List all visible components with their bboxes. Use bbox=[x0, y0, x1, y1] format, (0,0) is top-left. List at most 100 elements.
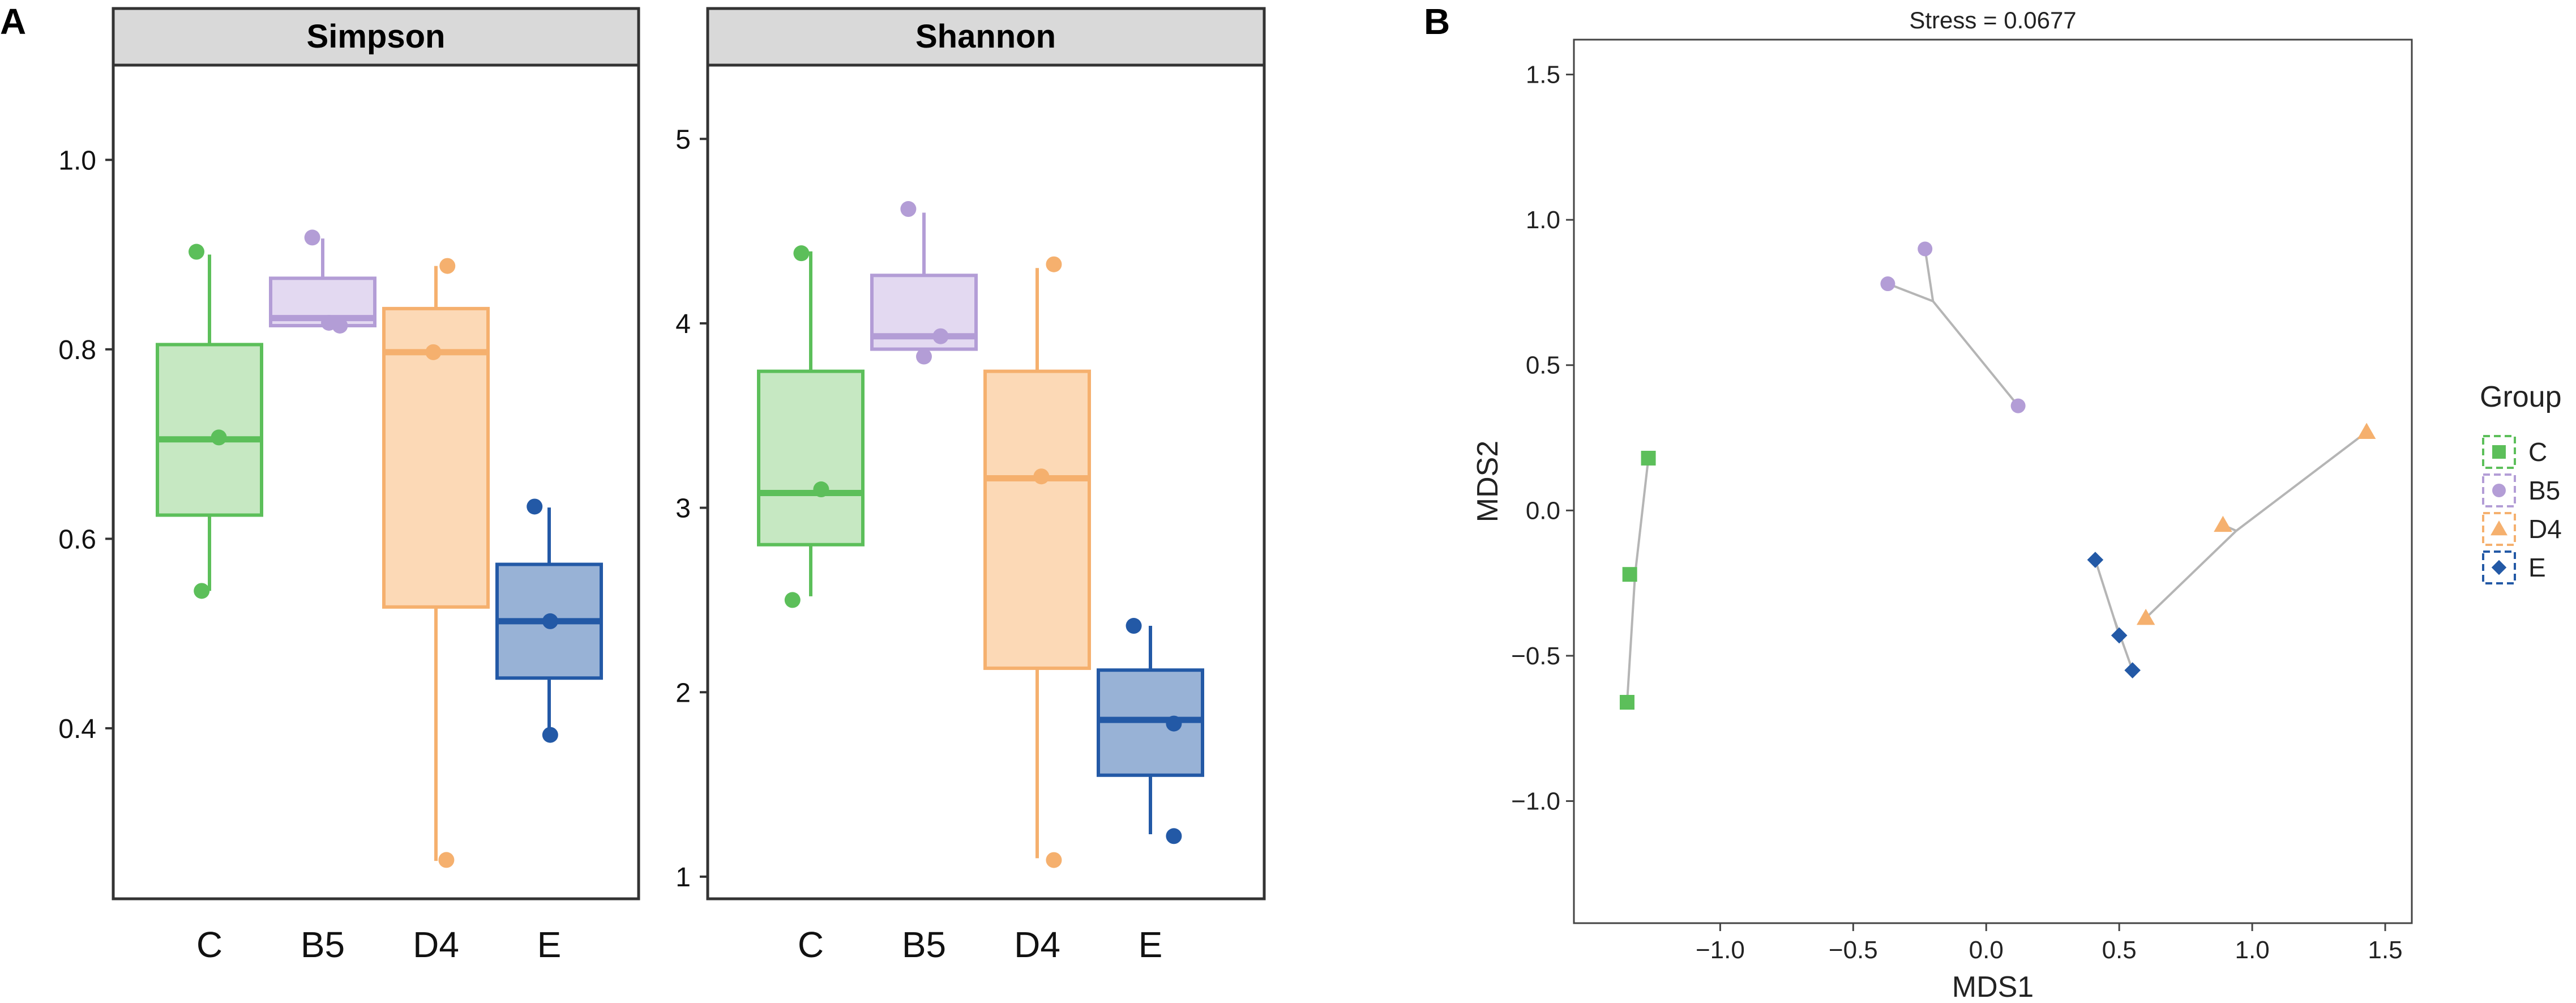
legend-marker-E bbox=[2491, 560, 2507, 575]
data-point bbox=[189, 244, 204, 260]
simpson-box-B5 bbox=[269, 229, 376, 334]
simpson-x-tick-label: E bbox=[537, 924, 562, 965]
shannon-boxes bbox=[757, 201, 1204, 868]
nmds-y-tick-label: 0.5 bbox=[1526, 352, 1560, 379]
nmds-point-C bbox=[1619, 695, 1634, 710]
legend-entry-E: E bbox=[2482, 550, 2546, 584]
legend-marker-C bbox=[2492, 445, 2506, 459]
nmds-point-B5 bbox=[1880, 276, 1895, 292]
data-point bbox=[900, 201, 917, 217]
shannon-strip bbox=[706, 7, 1266, 67]
simpson-y-axis: 0.4 0.6 0.8 1.0 bbox=[58, 146, 113, 744]
simpson-box-E bbox=[495, 498, 603, 743]
stress-label: Stress = 0.0677 bbox=[1909, 7, 2076, 33]
simpson-x-tick-label: C bbox=[196, 924, 222, 965]
panel-b-label: B bbox=[1424, 1, 1450, 42]
simpson-y-tick-label: 0.8 bbox=[58, 335, 96, 365]
data-point bbox=[793, 245, 810, 262]
data-point bbox=[194, 583, 210, 599]
data-point bbox=[1033, 468, 1050, 485]
spider-line-C bbox=[1625, 574, 1637, 703]
shannon-y-tick-label: 4 bbox=[675, 309, 691, 339]
nmds-y-tick-label: 1.5 bbox=[1526, 61, 1560, 89]
spider-line-C bbox=[1634, 458, 1650, 575]
nmds-point-E bbox=[2087, 552, 2104, 568]
data-point bbox=[1126, 618, 1142, 634]
shannon-strip-title: Shannon bbox=[915, 18, 1056, 55]
spider-line-D4 bbox=[2145, 530, 2237, 619]
spider-line-B5 bbox=[1887, 283, 1934, 302]
shannon-box-E bbox=[1097, 618, 1204, 844]
legend-label: E bbox=[2528, 553, 2546, 582]
simpson-strip bbox=[112, 7, 640, 67]
spider-line-B5 bbox=[1932, 300, 2019, 407]
simpson-x-axis: C B5 D4 E bbox=[196, 924, 561, 965]
nmds-x-axis: −1.0 −0.5 0.0 0.5 1.0 1.5 bbox=[1696, 923, 2403, 964]
legend-marker-B5 bbox=[2492, 484, 2506, 497]
data-point bbox=[211, 429, 227, 446]
nmds-x-tick-label: 1.0 bbox=[2235, 936, 2270, 964]
shannon-y-axis: 1 2 3 4 5 bbox=[675, 125, 708, 893]
shannon-x-tick-label: C bbox=[798, 924, 824, 965]
data-point bbox=[542, 613, 558, 629]
x-axis-title: MDS1 bbox=[1952, 971, 2034, 1003]
panel-a-label: A bbox=[0, 1, 26, 42]
legend-entry-C: C bbox=[2482, 435, 2547, 469]
legend-entry-D4: D4 bbox=[2482, 512, 2562, 546]
legend-key-box bbox=[2482, 512, 2516, 546]
data-point bbox=[425, 344, 442, 360]
nmds-point-B5 bbox=[2010, 398, 2026, 413]
spider-line-D4 bbox=[2235, 431, 2368, 532]
legend-title: Group bbox=[2480, 381, 2562, 413]
shannon-y-tick-label: 3 bbox=[675, 494, 691, 524]
data-point bbox=[542, 727, 558, 743]
simpson-box-C bbox=[156, 244, 263, 599]
nmds-x-tick-label: 1.5 bbox=[2368, 936, 2402, 964]
simpson-box-D4 bbox=[382, 258, 490, 868]
data-point bbox=[784, 592, 801, 608]
simpson-x-tick-label: D4 bbox=[413, 924, 459, 965]
nmds-point-D4 bbox=[2214, 515, 2232, 532]
simpson-facet: Simpson 0.4 0.6 0.8 1.0 C B5 D4 E bbox=[58, 7, 640, 965]
data-point bbox=[527, 498, 543, 515]
simpson-strip-title: Simpson bbox=[307, 18, 446, 55]
legend-marker-D4 bbox=[2491, 520, 2507, 536]
simpson-y-tick-label: 1.0 bbox=[58, 146, 96, 176]
nmds-point-D4 bbox=[2136, 608, 2155, 625]
nmds-x-tick-label: 0.5 bbox=[2102, 936, 2137, 964]
nmds-point-B5 bbox=[1918, 241, 1933, 257]
legend-entry-B5: B5 bbox=[2482, 473, 2560, 507]
data-point bbox=[1166, 828, 1182, 844]
nmds-points bbox=[1619, 241, 2376, 710]
simpson-boxes bbox=[156, 229, 603, 868]
shannon-x-tick-label: D4 bbox=[1014, 924, 1060, 965]
nmds-plot-border bbox=[1573, 39, 2413, 924]
nmds-y-tick-label: −1.0 bbox=[1511, 787, 1560, 815]
nmds-y-tick-label: −0.5 bbox=[1511, 642, 1560, 670]
box-iqr bbox=[757, 369, 865, 547]
box-iqr bbox=[156, 343, 263, 517]
nmds-y-tick-label: 1.0 bbox=[1526, 206, 1560, 234]
nmds-x-tick-label: −1.0 bbox=[1696, 936, 1745, 964]
nmds-x-tick-label: 0.0 bbox=[1969, 936, 2004, 964]
legend-label: C bbox=[2528, 437, 2547, 467]
nmds-point-E bbox=[2124, 662, 2141, 678]
data-point bbox=[438, 852, 455, 868]
shannon-y-tick-label: 2 bbox=[675, 678, 691, 708]
spider-line-E bbox=[2094, 559, 2115, 618]
legend-label: D4 bbox=[2528, 514, 2562, 544]
shannon-y-tick-label: 1 bbox=[675, 863, 691, 893]
box-iqr bbox=[983, 369, 1091, 670]
spider-line-E bbox=[2112, 617, 2134, 671]
shannon-x-axis: C B5 D4 E bbox=[798, 924, 1162, 965]
legend-label: B5 bbox=[2528, 476, 2560, 505]
shannon-y-tick-label: 5 bbox=[675, 125, 691, 155]
data-point bbox=[932, 328, 949, 344]
simpson-x-tick-label: B5 bbox=[301, 924, 345, 965]
data-point bbox=[439, 258, 456, 274]
data-point bbox=[304, 229, 320, 246]
shannon-x-tick-label: B5 bbox=[902, 924, 946, 965]
shannon-x-tick-label: E bbox=[1139, 924, 1163, 965]
y-axis-title: MDS2 bbox=[1471, 441, 1504, 522]
